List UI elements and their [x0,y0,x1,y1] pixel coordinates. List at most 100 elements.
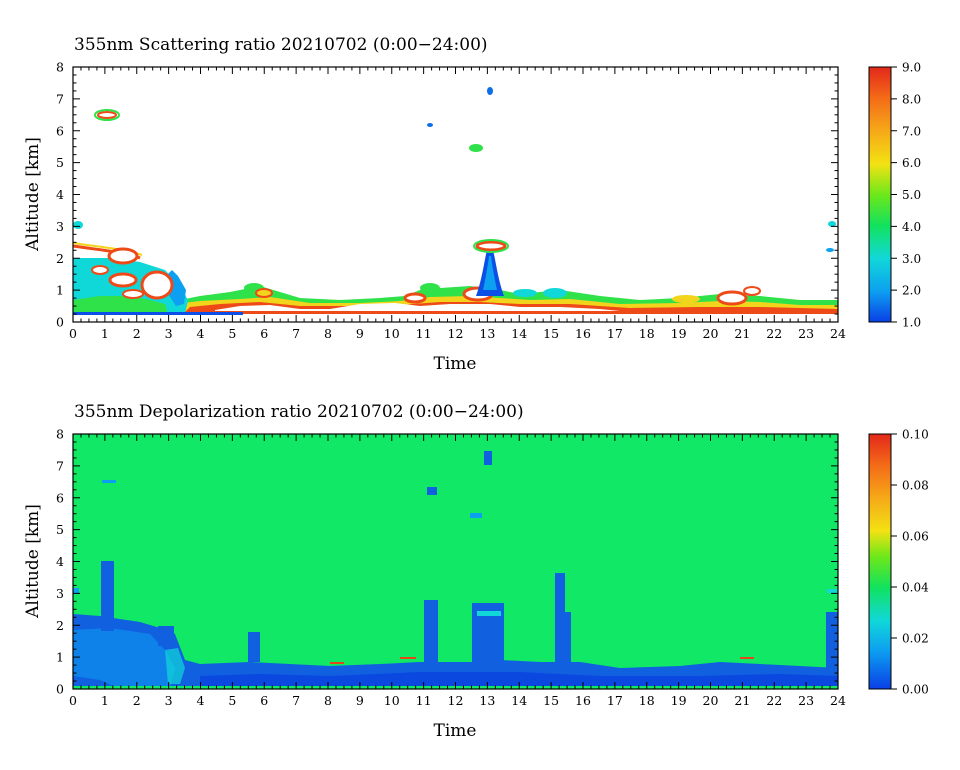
x-tick-label: 0 [69,693,77,708]
panel2-colorbar-ticks: 0.00 0.02 0.04 0.06 0.08 0.10 [891,428,929,697]
x-tick-label: 21 [734,326,750,341]
sr-cloud-7-2km [487,87,493,95]
colorbar-tick-label: 3.0 [902,252,921,266]
sr-blob-15h [543,288,567,298]
y-tick-label: 2 [56,251,64,266]
dr-red-fleck-a [330,662,344,664]
dr-low-layer [73,614,838,689]
panel1-colorbar-fill [868,66,892,323]
y-tick-label: 4 [56,554,64,569]
dr-cloud-7-2km [484,451,492,465]
panel1-y-ticks: 0 1 2 3 4 5 6 7 8 [56,60,838,330]
x-tick-label: 18 [639,693,655,708]
dr-column-11h [424,600,438,662]
x-tick-label: 12 [448,326,464,341]
x-tick-label: 6 [260,326,268,341]
x-tick-label: 14 [511,693,527,708]
y-tick-label: 1 [56,650,64,665]
sr-blob-6h [255,288,273,298]
x-tick-label: 15 [543,326,559,341]
x-tick-label: 4 [197,693,205,708]
x-tick-label: 10 [384,693,400,708]
sr-cloud-patch-b [108,272,138,288]
panel2-xlabel: Time [434,721,477,741]
y-tick-label: 5 [56,155,64,170]
sr-blob-19h [672,295,700,303]
dr-cloud-6-5km [102,480,116,483]
panel2-x-ticks: 0 1 2 3 4 5 6 7 8 9 10 11 12 13 14 15 16 17 18 19 20 21 22 23 24 [69,434,846,708]
x-tick-label: 10 [384,326,400,341]
y-tick-label: 5 [56,522,64,537]
dr-column-15h [555,573,565,665]
x-tick-label: 24 [830,326,846,341]
panel1-colorbar-ticks: 1.0 2.0 3.0 4.0 5.0 6.0 7.0 8.0 9.0 [891,61,921,330]
x-tick-label: 2 [133,326,141,341]
x-tick-label: 23 [798,693,814,708]
x-tick-label: 3 [165,326,173,341]
x-tick-label: 1 [101,326,109,341]
dr-column-24h-top [827,589,837,593]
y-tick-label: 2 [56,618,64,633]
sr-blob-21h [743,286,761,296]
y-tick-label: 7 [56,458,64,473]
dr-column-13h-stripe [477,611,501,616]
panel2-ylabel: Altitude [km] [23,504,43,619]
y-tick-label: 0 [56,315,64,330]
x-tick-label: 17 [607,326,623,341]
panel2-colorbar: 0.00 0.02 0.04 0.06 0.08 0.10 [868,428,929,697]
x-tick-label: 13 [479,326,495,341]
dr-cloud-3km-left [73,588,79,594]
dr-column-24h [826,612,838,670]
x-tick-label: 14 [511,326,527,341]
x-tick-label: 22 [766,693,782,708]
sr-cloud-3km-left [73,221,83,229]
x-tick-label: 1 [101,693,109,708]
sr-cloud-patch-a [107,247,139,265]
x-tick-label: 5 [228,693,236,708]
dr-low-layer-light [73,628,175,689]
colorbar-tick-label: 9.0 [902,61,921,75]
x-tick-label: 5 [228,326,236,341]
x-tick-label: 2 [133,693,141,708]
x-tick-label: 19 [671,326,687,341]
x-tick-label: 3 [165,693,173,708]
dr-column-1h [101,561,114,631]
sr-cloud-6-2km [427,123,433,127]
x-tick-label: 9 [356,693,364,708]
x-tick-label: 22 [766,326,782,341]
y-tick-label: 6 [56,123,64,138]
colorbar-tick-label: 8.0 [902,92,921,106]
colorbar-tick-label: 0.06 [902,530,929,544]
x-tick-label: 11 [416,693,432,708]
colorbar-tick-label: 6.0 [902,156,921,170]
x-tick-label: 8 [324,326,332,341]
x-tick-label: 11 [416,326,432,341]
x-tick-label: 20 [703,693,719,708]
x-tick-label: 4 [197,326,205,341]
colorbar-tick-label: 0.10 [902,428,929,442]
sr-ground-line [73,312,243,315]
sr-boundary-layer-core [215,303,620,311]
sr-blob-14h [513,289,537,297]
sr-cloud-5-4km [469,144,483,152]
panel1-colorbar: 1.0 2.0 3.0 4.0 5.0 6.0 7.0 8.0 9.0 [868,61,921,330]
panel1-plot-area [72,67,838,322]
x-tick-label: 16 [575,693,591,708]
x-tick-label: 15 [543,693,559,708]
x-tick-label: 20 [703,326,719,341]
dr-column-2-7h [158,626,174,646]
x-tick-label: 0 [69,326,77,341]
colorbar-tick-label: 0.08 [902,479,929,493]
sr-cloud-6-5km-ring [94,109,120,121]
x-tick-label: 21 [734,693,750,708]
sr-cloud-2-2km-right [826,248,834,252]
x-tick-label: 19 [671,693,687,708]
sr-plume-13h-inner [483,256,497,290]
panel1-x-ticks: 0 1 2 3 4 5 6 7 8 9 10 11 12 13 14 15 16 17 18 19 20 21 22 23 24 [69,67,846,341]
panel2-plot-area [73,434,838,689]
x-tick-label: 12 [448,693,464,708]
panel2-title: 355nm Depolarization ratio 20210702 (0:0… [74,402,524,422]
sr-blob-11-5h [403,292,427,304]
colorbar-tick-label: 0.00 [902,683,929,697]
